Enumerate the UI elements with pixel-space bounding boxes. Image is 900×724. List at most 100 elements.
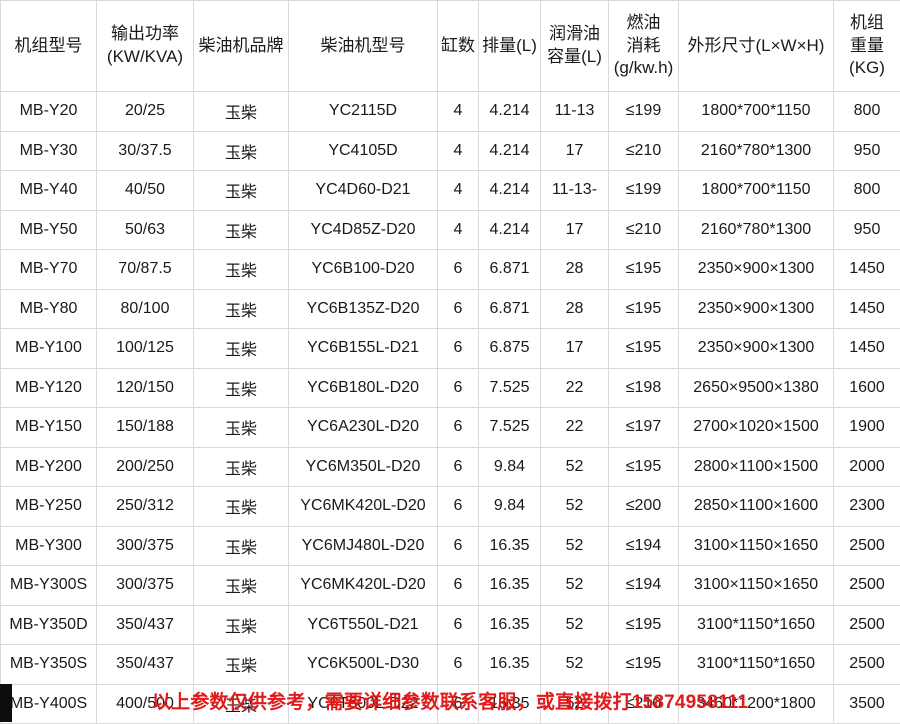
table-cell: 7.525 <box>479 368 541 408</box>
table-cell: 9.84 <box>479 487 541 527</box>
table-cell: MB-Y120 <box>1 368 97 408</box>
table-cell: 4.214 <box>479 171 541 211</box>
table-cell: 6 <box>438 250 479 290</box>
table-cell: 玉柴 <box>194 92 289 132</box>
table-cell: 120/150 <box>97 368 194 408</box>
table-cell: ≤195 <box>609 645 679 685</box>
table-cell: 6 <box>438 645 479 685</box>
table-cell: YC6T550L-D21 <box>289 605 438 645</box>
table-cell: 4.214 <box>479 210 541 250</box>
footer-note: 以上参数仅供参考，需要详细参数联系客服，或直接拨打15874958111 <box>0 683 900 722</box>
table-cell: 4 <box>438 210 479 250</box>
column-header-line: 润滑油 <box>543 23 606 46</box>
table-cell: 玉柴 <box>194 210 289 250</box>
table-cell: YC4D85Z-D20 <box>289 210 438 250</box>
table-cell: 250/312 <box>97 487 194 527</box>
table-cell: 玉柴 <box>194 566 289 606</box>
table-cell: 52 <box>541 566 609 606</box>
table-cell: 6.871 <box>479 250 541 290</box>
table-cell: 22 <box>541 368 609 408</box>
table-cell: 2700×1020×1500 <box>679 408 834 448</box>
table-header: 机组型号输出功率(KW/KVA)柴油机品牌柴油机型号缸数排量(L)润滑油容量(L… <box>1 1 900 92</box>
table-cell: MB-Y200 <box>1 447 97 487</box>
column-header-0: 机组型号 <box>1 1 97 92</box>
table-cell: YC4D60-D21 <box>289 171 438 211</box>
table-cell: 52 <box>541 645 609 685</box>
table-cell: 3100*1150*1650 <box>679 645 834 685</box>
table-cell: 11-13 <box>541 92 609 132</box>
table-cell: 6 <box>438 329 479 369</box>
table-cell: 6 <box>438 289 479 329</box>
table-cell: 1900 <box>834 408 900 448</box>
table-cell: 玉柴 <box>194 645 289 685</box>
table-cell: YC6MK420L-D20 <box>289 566 438 606</box>
table-cell: 4 <box>438 171 479 211</box>
table-cell: 6 <box>438 487 479 527</box>
table-cell: YC6K500L-D30 <box>289 645 438 685</box>
table-cell: MB-Y80 <box>1 289 97 329</box>
table-cell: 40/50 <box>97 171 194 211</box>
table-cell: MB-Y250 <box>1 487 97 527</box>
table-cell: ≤197 <box>609 408 679 448</box>
table-cell: YC4105D <box>289 131 438 171</box>
table-cell: 6 <box>438 605 479 645</box>
table-cell: 玉柴 <box>194 447 289 487</box>
table-cell: YC6MK420L-D20 <box>289 487 438 527</box>
column-header-2: 柴油机品牌 <box>194 1 289 92</box>
table-cell: 2850×1100×1600 <box>679 487 834 527</box>
column-header-8: 外形尺寸(L×W×H) <box>679 1 834 92</box>
column-header-line: 排量(L) <box>481 35 538 58</box>
table-cell: MB-Y150 <box>1 408 97 448</box>
table-cell: 3100*1150*1650 <box>679 605 834 645</box>
column-header-line: 缸数 <box>440 35 476 58</box>
table-cell: 6 <box>438 566 479 606</box>
table-cell: 2500 <box>834 645 900 685</box>
table-cell: 6 <box>438 408 479 448</box>
table-cell: 80/100 <box>97 289 194 329</box>
table-cell: MB-Y350S <box>1 645 97 685</box>
table-cell: 2500 <box>834 605 900 645</box>
table-cell: 1450 <box>834 289 900 329</box>
table-cell: ≤195 <box>609 605 679 645</box>
table-cell: 800 <box>834 92 900 132</box>
column-header-9: 机组重量(KG) <box>834 1 900 92</box>
table-cell: YC6B135Z-D20 <box>289 289 438 329</box>
table-cell: 52 <box>541 487 609 527</box>
table-cell: 950 <box>834 131 900 171</box>
table-cell: 1600 <box>834 368 900 408</box>
table-cell: ≤199 <box>609 92 679 132</box>
table-cell: 2350×900×1300 <box>679 289 834 329</box>
table-cell: 2350×900×1300 <box>679 250 834 290</box>
table-cell: 玉柴 <box>194 250 289 290</box>
table-cell: 300/375 <box>97 526 194 566</box>
table-cell: YC6B155L-D21 <box>289 329 438 369</box>
column-header-line: (g/kw.h) <box>611 57 676 80</box>
table-cell: 20/25 <box>97 92 194 132</box>
table-cell: 4 <box>438 131 479 171</box>
table-cell: 350/437 <box>97 645 194 685</box>
table-cell: 3100×1150×1650 <box>679 526 834 566</box>
table-cell: 16.35 <box>479 526 541 566</box>
table-cell: YC6B180L-D20 <box>289 368 438 408</box>
table-cell: 6.871 <box>479 289 541 329</box>
table-cell: ≤195 <box>609 447 679 487</box>
table-cell: MB-Y300S <box>1 566 97 606</box>
table-cell: ≤195 <box>609 250 679 290</box>
table-cell: YC6B100-D20 <box>289 250 438 290</box>
column-header-line: 容量(L) <box>543 46 606 69</box>
table-cell: 1800*700*1150 <box>679 92 834 132</box>
table-cell: ≤198 <box>609 368 679 408</box>
table-cell: 玉柴 <box>194 526 289 566</box>
column-header-line: 消耗 <box>611 35 676 58</box>
table-cell: MB-Y50 <box>1 210 97 250</box>
table-cell: MB-Y300 <box>1 526 97 566</box>
